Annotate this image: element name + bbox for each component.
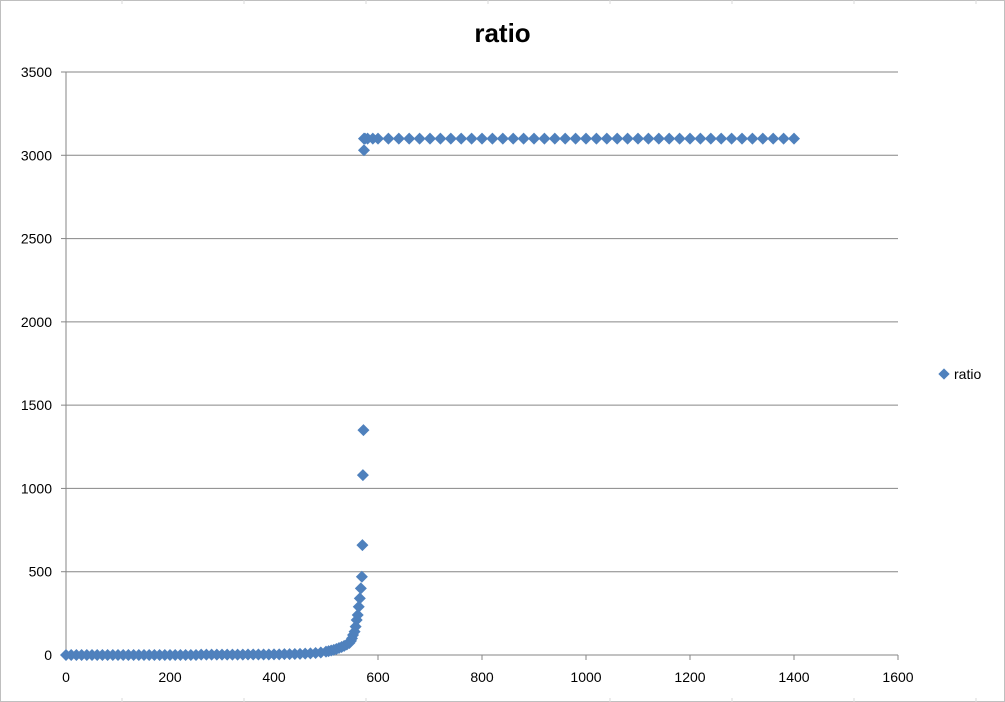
x-tick-label: 1200 [674,669,705,685]
x-tick-label: 800 [470,669,494,685]
x-tick-label: 1600 [882,669,913,685]
y-tick-label: 1000 [21,480,52,496]
data-point [569,132,582,145]
x-tick-label: 200 [158,669,182,685]
data-point [611,132,624,145]
data-point [777,132,790,145]
x-tick-label: 1400 [778,669,809,685]
data-point [413,132,426,145]
data-point [621,132,634,145]
data-point [725,132,738,145]
y-tick-label: 2500 [21,231,52,247]
data-point [736,132,748,145]
legend-diamond-icon [938,368,950,380]
data-point [642,132,655,145]
data-point [434,132,447,145]
y-tick-label: 2000 [21,314,52,330]
data-point [715,132,728,145]
y-tick-label: 3000 [21,147,52,163]
data-point [476,132,488,145]
data-point [351,609,364,622]
data-point [517,132,530,145]
data-point [756,132,769,145]
data-point [355,570,368,583]
data-point [632,132,644,145]
x-tick-label: 0 [62,669,70,685]
data-point [788,132,800,145]
data-point [372,132,384,145]
legend: ratio [938,366,982,382]
data-point [444,132,457,145]
y-tick-label: 500 [29,564,53,580]
y-tick-label: 3500 [21,64,52,80]
data-point [580,132,592,145]
data-points [60,132,800,661]
data-point [507,132,520,145]
data-point [496,132,509,145]
data-point [357,424,370,437]
data-point [590,132,603,145]
data-point [559,132,572,145]
data-point [403,132,416,145]
data-point [356,539,369,552]
data-point [486,132,499,145]
data-point [352,600,365,613]
data-point [354,582,367,595]
data-point [600,132,613,145]
data-point [353,592,366,605]
data-point [357,144,370,157]
data-point [694,132,707,145]
data-point [382,132,395,145]
data-point [356,469,369,482]
data-point [746,132,759,145]
data-point [548,132,561,145]
data-point [528,132,540,145]
y-tick-label: 0 [44,647,52,663]
data-point [465,132,478,145]
data-point [673,132,686,145]
x-tick-label: 400 [262,669,286,685]
data-point [455,132,468,145]
data-point [684,132,696,145]
legend-label: ratio [954,366,982,382]
data-point [652,132,665,145]
data-point [424,132,436,145]
data-point [704,132,717,145]
data-point [538,132,551,145]
x-tick-label: 600 [366,669,390,685]
y-tick-label: 1500 [21,397,52,413]
gridlines [66,71,898,573]
x-tick-label: 1000 [570,669,601,685]
data-point [663,132,676,145]
data-point [767,132,780,145]
chart-title: ratio [474,18,531,48]
data-point [392,132,405,145]
tick-labels: 0 500 1000 1500 2000 2500 3000 3500 0 200 400 600 80… [21,64,914,685]
